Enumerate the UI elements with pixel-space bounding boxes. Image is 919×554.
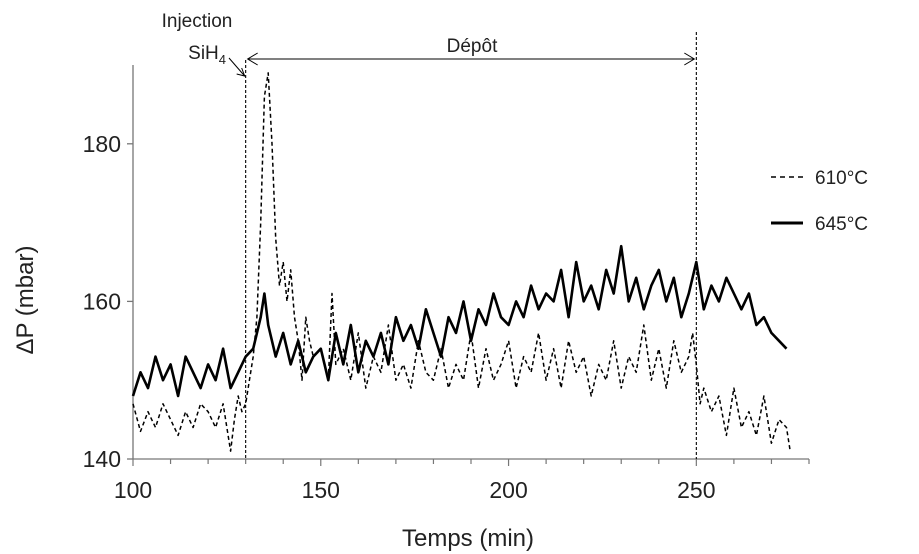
depot-arrowhead-right [684, 52, 696, 66]
depot-arrowhead-left [246, 52, 258, 66]
series-line-645C [131, 244, 788, 398]
legend: 610°C 645°C [771, 168, 868, 235]
ticks: 140 160 180 100 150 200 250 [83, 131, 810, 503]
annotation-sih4: SiH4 [188, 43, 226, 67]
series-line-610C [132, 72, 791, 452]
event-markers [228, 32, 697, 459]
y-tick-label-140: 140 [83, 446, 121, 472]
injection-pointer-line [228, 57, 246, 77]
annotation-sih4-main: SiH [188, 43, 219, 64]
y-tick-label-160: 160 [83, 288, 121, 314]
x-tick-label-200: 200 [489, 477, 527, 503]
annotation-depot: Dépôt [447, 36, 498, 57]
injection-pointer-head [236, 67, 246, 77]
y-tick-label-180: 180 [83, 131, 121, 157]
x-tick-label-100: 100 [114, 477, 152, 503]
x-axis-title: Temps (min) [402, 525, 534, 552]
x-tick-label-250: 250 [677, 477, 715, 503]
x-tick-label-150: 150 [302, 477, 340, 503]
annotation-injection: Injection [162, 11, 233, 32]
series-layer [131, 72, 791, 452]
y-axis-title: ΔP (mbar) [12, 246, 39, 355]
annotation-sih4-sub: 4 [219, 52, 226, 67]
legend-label-645: 645°C [815, 214, 868, 235]
legend-label-610: 610°C [815, 168, 868, 189]
